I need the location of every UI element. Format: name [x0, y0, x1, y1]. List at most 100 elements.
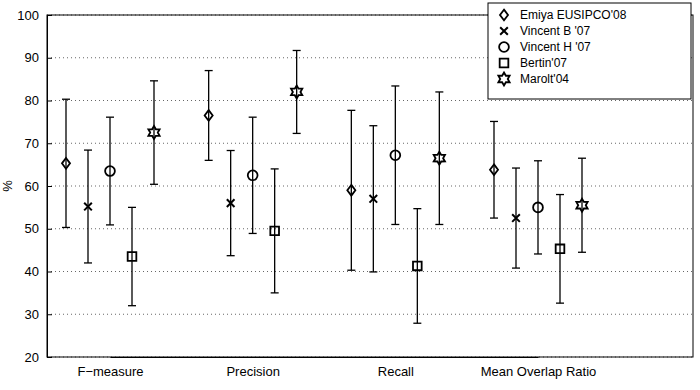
error-bar	[249, 117, 257, 233]
error-bar-cap	[205, 160, 213, 161]
error-bar-line	[153, 81, 154, 184]
legend-label: Marolt'04	[520, 72, 569, 86]
error-bar-line	[131, 207, 132, 305]
grid-line	[47, 143, 693, 144]
error-bar-cap	[150, 80, 158, 81]
marker	[370, 195, 378, 203]
grid-line	[47, 314, 693, 315]
x-axis-line	[111, 357, 539, 358]
error-bar-cap	[391, 224, 399, 225]
marker	[248, 170, 258, 180]
series	[62, 71, 498, 271]
legend-label: Vincent B '07	[520, 24, 590, 38]
marker	[128, 252, 137, 261]
series	[148, 50, 587, 252]
y-tick-mark	[47, 272, 52, 273]
error-bar	[62, 99, 70, 227]
marker	[291, 85, 302, 98]
y-tick-label: 30	[25, 307, 39, 322]
x-tick-label: Mean Overlap Ratio	[481, 364, 597, 379]
error-bar-cap	[249, 233, 257, 234]
x-tick: F−measure	[77, 357, 143, 379]
y-tick-mark	[47, 314, 52, 315]
y-tick-label: 40	[25, 264, 39, 279]
y-tick-mark	[47, 186, 52, 187]
y-tick: 20	[25, 350, 52, 365]
y-tick-mark	[47, 143, 52, 144]
legend-marker	[498, 73, 509, 86]
marker	[62, 158, 70, 169]
y-tick: 30	[25, 307, 52, 322]
error-bar-cap	[293, 50, 301, 51]
x-tick-label: F−measure	[77, 364, 143, 379]
x-tick: Precision	[226, 357, 279, 379]
error-bar	[128, 207, 136, 305]
error-bar-cap	[512, 267, 520, 268]
marker	[347, 185, 355, 196]
legend-label: Vincent H '07	[520, 40, 591, 54]
error-bar-cap	[347, 110, 355, 111]
error-bar	[347, 110, 355, 270]
marker	[434, 152, 445, 165]
error-bar	[227, 151, 235, 256]
error-bar-cap	[556, 194, 564, 195]
error-bar	[413, 209, 421, 324]
x-tick: Mean Overlap Ratio	[481, 357, 597, 379]
error-bar-cap	[84, 262, 92, 263]
error-bar-line	[395, 86, 396, 225]
error-bar	[271, 169, 279, 293]
error-bar-line	[439, 92, 440, 225]
series	[105, 86, 543, 254]
error-bar	[106, 117, 114, 225]
error-bar-line	[208, 71, 209, 161]
series	[128, 169, 565, 323]
plot: 2030405060708090100F−measurePrecisionRec…	[17, 3, 693, 379]
error-bar-cap	[106, 117, 114, 118]
error-bar-line	[493, 121, 494, 218]
error-bar-line	[537, 161, 538, 254]
error-bar-cap	[391, 85, 399, 86]
error-bar-cap	[578, 158, 586, 159]
marker	[512, 214, 520, 222]
legend-label: Bertin'07	[520, 56, 567, 70]
marker	[227, 199, 235, 207]
error-bar-cap	[578, 252, 586, 253]
y-tick: 60	[25, 179, 52, 194]
y-tick-mark	[47, 101, 52, 102]
y-tick: 40	[25, 264, 52, 279]
error-bar-cap	[271, 292, 279, 293]
error-bar-line	[296, 50, 297, 133]
error-bar-line	[417, 209, 418, 324]
error-bar	[205, 71, 213, 161]
marker	[390, 150, 400, 160]
error-bar	[369, 126, 377, 272]
error-bar-cap	[84, 149, 92, 150]
error-bar-line	[252, 117, 253, 233]
error-bar-cap	[413, 208, 421, 209]
y-tick-mark	[47, 15, 52, 16]
y-tick-label: 60	[25, 179, 39, 194]
y-axis: 2030405060708090100	[17, 8, 52, 365]
marker	[533, 202, 543, 212]
error-bar-cap	[413, 323, 421, 324]
error-bar	[84, 150, 92, 263]
error-bar-cap	[435, 91, 443, 92]
grid-line	[47, 271, 693, 272]
marker	[413, 262, 422, 271]
error-bar-line	[559, 195, 560, 304]
y-tick-label: 90	[25, 50, 39, 65]
y-tick-label: 50	[25, 221, 39, 236]
legend: Emiya EUSIPCO'08Vincent B '07Vincent H '…	[488, 3, 691, 99]
x-tick-label: Precision	[226, 364, 279, 379]
error-bar-cap	[62, 227, 70, 228]
error-bar-cap	[369, 125, 377, 126]
marker	[105, 166, 115, 176]
error-bar-cap	[128, 207, 136, 208]
marker	[148, 126, 159, 139]
error-bar-cap	[106, 224, 114, 225]
y-tick-label: 20	[25, 350, 39, 365]
y-tick: 50	[25, 221, 52, 236]
series	[84, 126, 520, 272]
error-bar	[490, 121, 498, 218]
error-bar-cap	[347, 270, 355, 271]
